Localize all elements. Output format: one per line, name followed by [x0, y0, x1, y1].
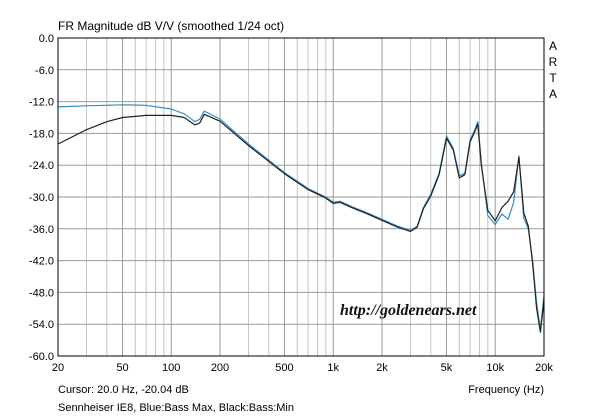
- y-tick-label: -24.0: [29, 160, 54, 172]
- x-tick-label: 20k: [535, 362, 553, 374]
- y-tick-label: -30.0: [29, 192, 54, 204]
- cursor-readout: Cursor: 20.0 Hz, -20.04 dB: [58, 384, 189, 396]
- y-tick-label: 0.0: [39, 33, 54, 45]
- y-tick-label: -36.0: [29, 224, 54, 236]
- side-letter: A: [549, 39, 557, 53]
- y-tick-label: -18.0: [29, 128, 54, 140]
- y-tick-labels: 0.0 -6.0 -12.0 -18.0 -24.0 -30.0 -36.0 -42.0 -48…: [29, 33, 54, 363]
- series-line-2: [57, 113, 545, 333]
- x-tick-label: 10k: [486, 362, 504, 374]
- y-tick-label: -60.0: [29, 351, 54, 363]
- side-letter: A: [549, 87, 557, 101]
- series-layer: [57, 104, 545, 333]
- x-tick-label: 5k: [441, 362, 453, 374]
- chart-caption: Sennheiser IE8, Blue:Bass Max, Black:Bas…: [58, 402, 294, 414]
- y-tick-label: -54.0: [29, 319, 54, 331]
- y-tick-label: -12.0: [29, 97, 54, 109]
- x-tick-labels: 20 50 100 200 500 1k 2k 5k 10k 20k: [52, 362, 553, 374]
- x-tick-label: 1k: [327, 362, 339, 374]
- y-tick-label: -48.0: [29, 287, 54, 299]
- y-tick-label: -42.0: [29, 256, 54, 268]
- y-tick-label: -6.0: [35, 65, 54, 77]
- x-tick-label: 200: [211, 362, 229, 374]
- x-tick-label: 20: [52, 362, 64, 374]
- watermark-text: http://goldenears.net: [340, 302, 477, 319]
- x-tick-label: 100: [162, 362, 180, 374]
- side-letter: R: [549, 55, 558, 69]
- plot-frame: [57, 37, 545, 357]
- x-tick-label: 500: [275, 362, 293, 374]
- x-tick-label: 50: [116, 362, 128, 374]
- chart-title: FR Magnitude dB V/V (smoothed 1/24 oct): [58, 19, 284, 33]
- x-axis-label: Frequency (Hz): [468, 384, 544, 396]
- grid-layer: [58, 38, 544, 356]
- x-tick-label: 2k: [376, 362, 388, 374]
- side-letter: T: [549, 71, 557, 85]
